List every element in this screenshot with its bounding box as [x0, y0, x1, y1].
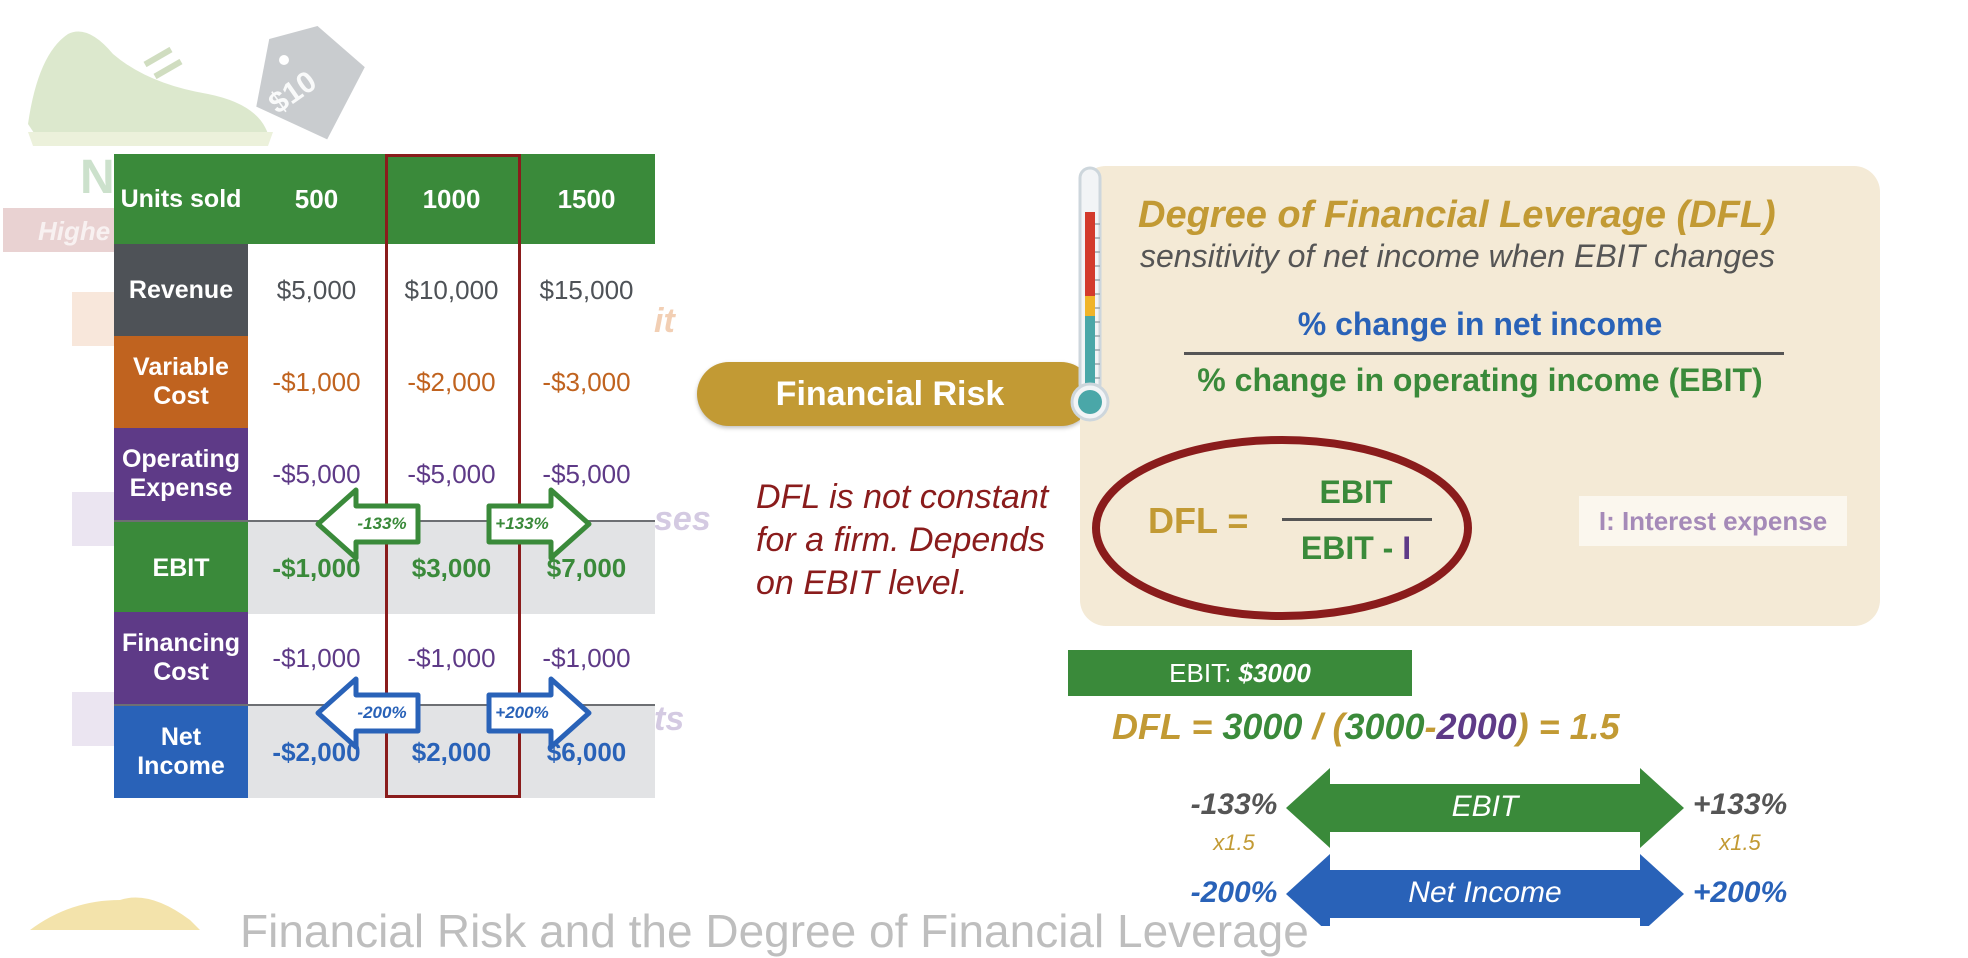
- ebit-right-arrow-icon: [486, 487, 592, 561]
- table-row-variable-cost: Variable Cost -$1,000 -$2,000 -$3,000: [114, 336, 655, 428]
- financial-risk-label: Financial Risk: [775, 374, 1005, 413]
- highlight-column-1000: [385, 154, 521, 798]
- header-col-500: 500: [294, 183, 339, 214]
- table-row-revenue: Revenue $5,000 $10,000 $15,000: [114, 244, 655, 336]
- cell-fin-1500: -$1,000: [542, 642, 631, 673]
- cell-ni-500: -$2,000: [272, 736, 361, 767]
- table-row-financing-cost: Financing Cost -$1,000 -$1,000 -$1,000: [114, 612, 655, 704]
- shoe-illustration: [28, 31, 273, 146]
- ebit-multiplier-left: x1.5: [1213, 830, 1255, 855]
- ni-right-arrow-icon: [486, 676, 592, 750]
- formula-den-ebit: EBIT: [1300, 530, 1374, 566]
- ebit-left-arrow-label: -133%: [357, 514, 407, 533]
- table-header-row: Units sold 500 1000 1500: [114, 154, 655, 244]
- bottom-logo-shape: [30, 897, 200, 930]
- dfl-note-line-3: on EBIT level.: [756, 564, 968, 602]
- eq-part-f: 2000: [1436, 706, 1517, 747]
- cell-revenue-500: $5,000: [276, 274, 357, 305]
- formula-ellipse: [1092, 436, 1472, 620]
- header-col-1500: 1500: [557, 183, 616, 214]
- example-equation: DFL = 3000 / (3000-2000) = 1.5: [1112, 706, 1620, 748]
- ghost-heading: N: [80, 151, 115, 204]
- ghost-word-it: it: [654, 302, 675, 340]
- cell-opex-500: -$5,000: [272, 458, 361, 489]
- dfl-fraction-numerator: % change in net income: [1297, 306, 1663, 342]
- row-label-variable-cost: Variable Cost: [114, 336, 248, 428]
- ebit-double-arrow-icon: [1286, 768, 1684, 848]
- formula-denominator: EBIT - I: [1280, 530, 1432, 567]
- cell-fin-500: -$1,000: [272, 642, 361, 673]
- ni-double-arrow-label: Net Income: [1408, 876, 1562, 909]
- eq-part-c: / (: [1302, 706, 1345, 747]
- ghost-subtitle: Highe: [38, 216, 111, 246]
- example-ebit-label: EBIT:: [1169, 657, 1239, 688]
- cell-variable-cost-1500: -$3,000: [542, 366, 631, 397]
- header-col-1000: 1000: [422, 183, 481, 214]
- dfl-note: DFL is not constant for a firm. Depends …: [756, 476, 1048, 605]
- eq-part-g: ) = 1.5: [1516, 706, 1620, 747]
- cell-fin-1000: -$1,000: [407, 642, 496, 673]
- ni-right-arrow-label: +200%: [495, 703, 549, 722]
- ebit-sensitivity-left: -133%: [1190, 788, 1278, 821]
- eq-part-b: 3000: [1222, 706, 1303, 747]
- cell-opex-1000: -$5,000: [407, 458, 496, 489]
- cell-ebit-1500: $7,000: [546, 552, 627, 583]
- cell-opex-1500: -$5,000: [542, 458, 631, 489]
- bottom-title: Financial Risk and the Degree of Financi…: [240, 905, 1309, 957]
- formula-den-i: I: [1402, 530, 1412, 566]
- ebit-double-arrow-label: EBIT: [1451, 790, 1519, 823]
- eq-part-e: -: [1424, 706, 1437, 747]
- row-label-net-income: Net Income: [114, 706, 248, 798]
- dfl-fraction-denominator: % change in operating income (EBIT): [1197, 362, 1763, 398]
- dfl-panel: Degree of Financial Leverage (DFL) sensi…: [1080, 166, 1880, 626]
- row-label-revenue: Revenue: [114, 244, 248, 336]
- cell-revenue-1500: $15,000: [539, 274, 634, 305]
- table-row-operating-expense: Operating Expense -$5,000 -$5,000 -$5,00…: [114, 428, 655, 520]
- cell-ebit-500: -$1,000: [272, 552, 361, 583]
- eq-part-a: DFL =: [1112, 706, 1223, 747]
- ghost-subtitle-bar: [3, 208, 123, 252]
- ni-sensitivity-right: +200%: [1692, 876, 1788, 909]
- dfl-fraction-line: [1184, 352, 1784, 355]
- row-label-operating-expense: Operating Expense: [114, 428, 248, 520]
- formula-line: [1282, 518, 1432, 521]
- cell-variable-cost-1000: -$2,000: [407, 366, 496, 397]
- cell-ebit-1000: $3,000: [411, 552, 492, 583]
- formula-den-minus: -: [1373, 530, 1403, 566]
- ni-left-arrow-label: -200%: [357, 703, 407, 722]
- formula-lhs: DFL =: [1148, 500, 1249, 541]
- cell-revenue-1000: $10,000: [404, 274, 499, 305]
- example-ebit-bar: EBIT: $3000: [1068, 650, 1412, 696]
- ebit-sensitivity-right: +133%: [1692, 788, 1788, 821]
- row-label-financing-cost: Financing Cost: [114, 612, 248, 704]
- thermometer-icon: [1070, 166, 1110, 422]
- financial-risk-pill: Financial Risk: [697, 362, 1093, 426]
- price-tag-icon: [256, 26, 365, 140]
- ni-left-arrow-icon: [315, 676, 421, 750]
- dfl-title: Degree of Financial Leverage (DFL): [1138, 194, 1776, 236]
- ghost-word-ts: ts: [654, 700, 685, 738]
- interest-note-text: I: Interest expense: [1598, 505, 1828, 536]
- ni-sensitivity-left: -200%: [1190, 876, 1278, 909]
- formula-numerator: EBIT: [1319, 474, 1393, 510]
- dfl-note-line-1: DFL is not constant: [756, 478, 1049, 516]
- interest-note: I: Interest expense: [1579, 496, 1847, 546]
- row-label-ebit: EBIT: [114, 522, 248, 614]
- ghost-word-ses: ses: [654, 500, 711, 538]
- ebit-multiplier-right: x1.5: [1719, 830, 1761, 855]
- dfl-subtitle: sensitivity of net income when EBIT chan…: [1140, 238, 1775, 274]
- header-label: Units sold: [120, 184, 242, 213]
- ebit-left-arrow-icon: [315, 487, 421, 561]
- cell-variable-cost-500: -$1,000: [272, 366, 361, 397]
- example-ebit-value: $3000: [1238, 657, 1311, 688]
- ni-double-arrow-icon: [1286, 854, 1684, 926]
- ebit-right-arrow-label: +133%: [495, 514, 549, 533]
- eq-part-d: 3000: [1344, 706, 1425, 747]
- dfl-note-line-2: for a firm. Depends: [756, 521, 1046, 559]
- cell-ni-1000: $2,000: [411, 736, 492, 767]
